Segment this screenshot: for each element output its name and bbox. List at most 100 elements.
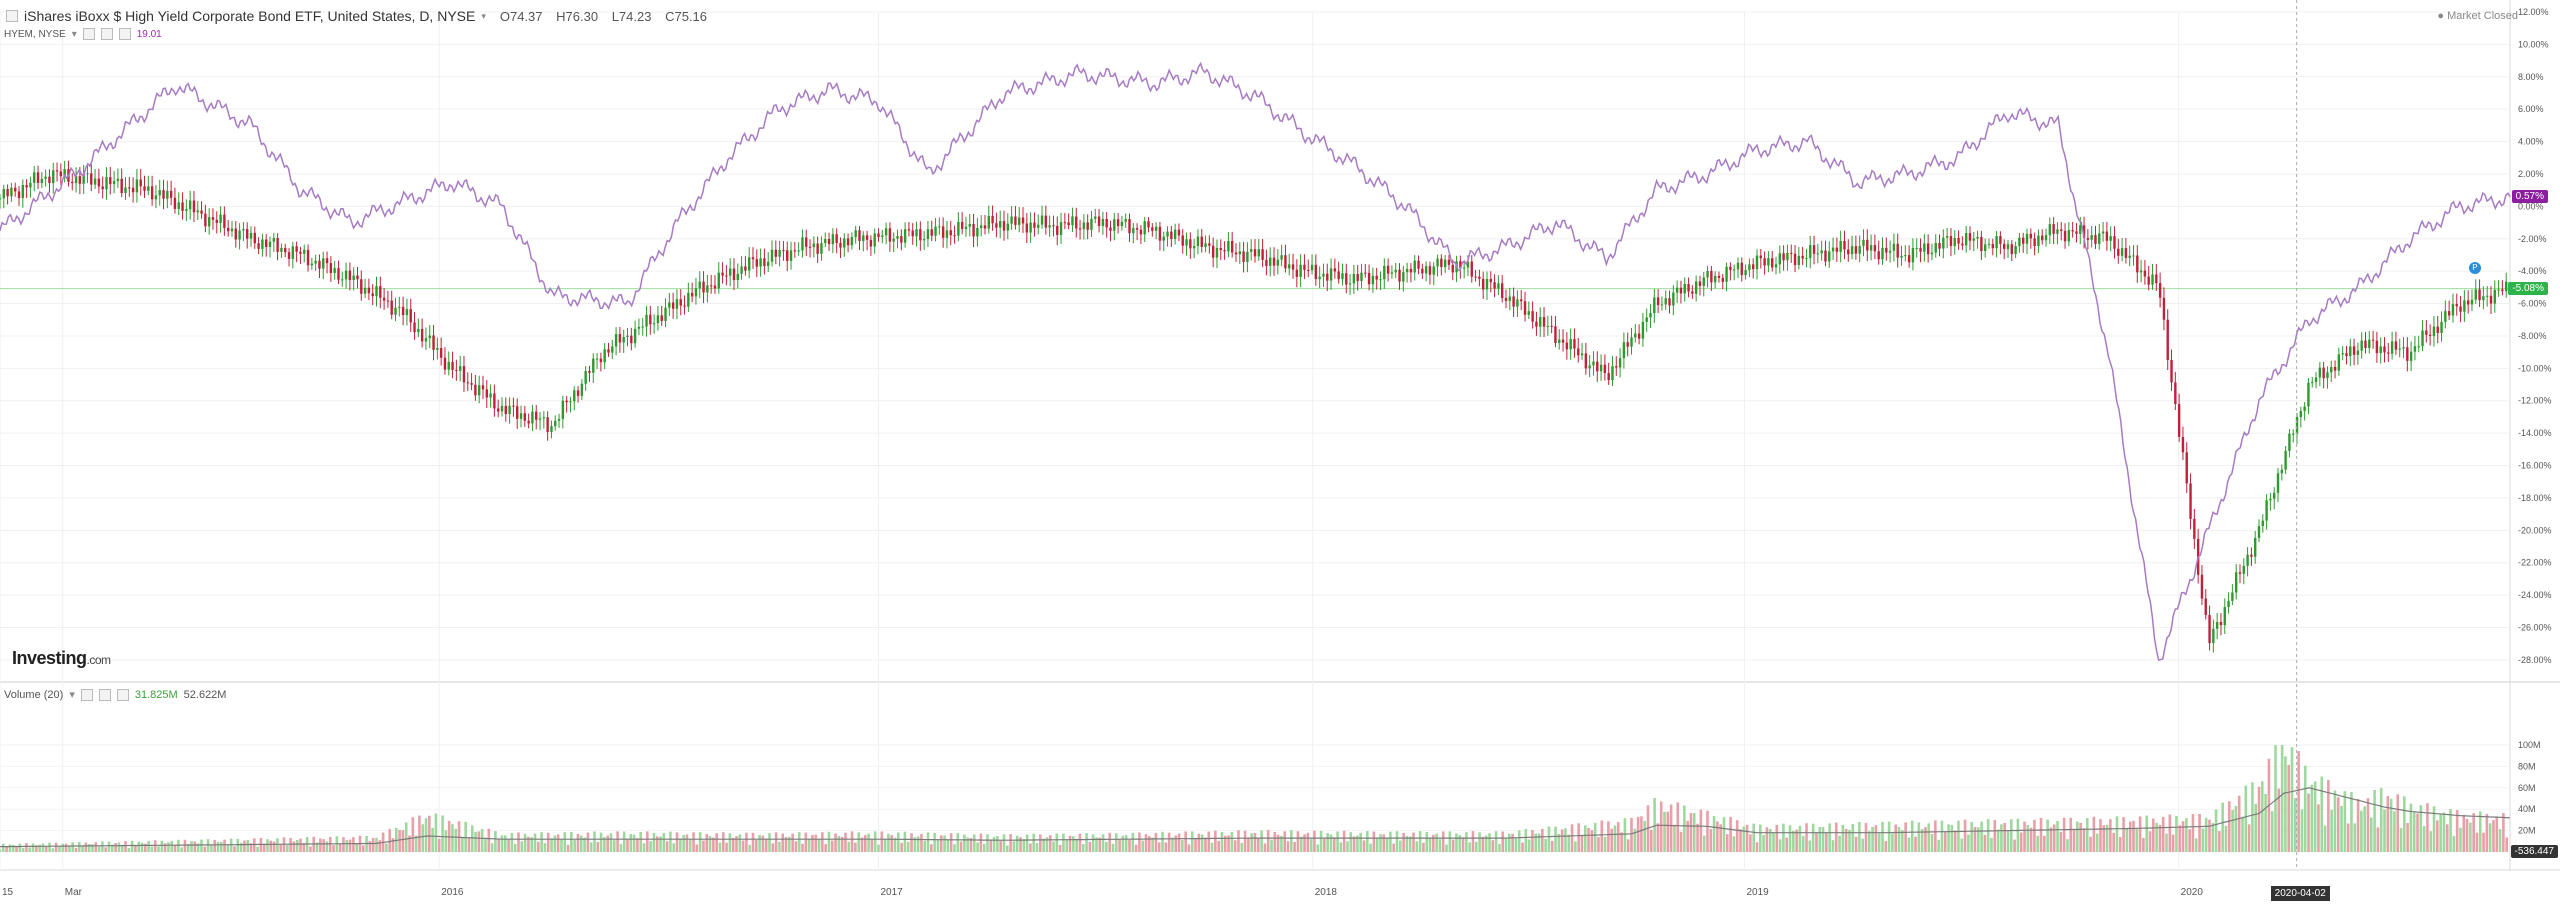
eye-icon[interactable]	[80, 688, 93, 701]
candle	[2417, 335, 2420, 353]
volume-bar	[979, 833, 983, 852]
volume-bar	[2016, 818, 2020, 852]
volume-bar	[84, 842, 88, 852]
candle-body	[1151, 227, 1154, 231]
candle-body	[2269, 498, 2272, 501]
volume-bar	[1491, 840, 1495, 852]
chevron-down-icon[interactable]: ▾	[71, 28, 77, 40]
volume-bar	[1484, 835, 1488, 852]
candle	[652, 314, 656, 334]
candle	[2466, 290, 2470, 314]
candle-body	[2280, 469, 2284, 474]
volume-bar	[662, 833, 666, 852]
candle-body	[960, 221, 964, 229]
candle-body	[333, 268, 336, 274]
volume-bar	[550, 838, 553, 852]
logo-text: Investing	[12, 648, 87, 668]
eye-icon[interactable]	[82, 28, 95, 40]
settings-icon[interactable]	[100, 28, 113, 40]
chevron-down-icon[interactable]: ▾	[69, 689, 75, 701]
volume-bar	[609, 833, 613, 852]
volume-bar	[375, 837, 378, 852]
candle-body	[1938, 242, 1941, 249]
volume-bar	[338, 843, 342, 852]
candle-body	[2322, 367, 2325, 379]
volume-bar	[332, 845, 335, 852]
close-icon[interactable]	[116, 688, 129, 701]
volume-bar	[1891, 833, 1894, 852]
volume-bar	[1960, 838, 1964, 852]
candle-body	[2124, 248, 2128, 258]
candle-body	[2425, 330, 2428, 335]
candle-body	[105, 177, 108, 190]
candle-body	[523, 413, 527, 421]
volume-bar	[2237, 795, 2241, 852]
candle-body	[1474, 276, 1477, 278]
volume-bar	[1039, 834, 1042, 852]
volume-bar	[289, 837, 292, 852]
collapse-icon[interactable]	[6, 10, 18, 22]
candle	[2428, 324, 2432, 346]
candle	[2474, 279, 2477, 304]
candle-body	[755, 259, 759, 267]
candle	[2014, 241, 2017, 259]
candle	[1151, 223, 1154, 237]
candle	[2029, 228, 2033, 249]
x-tick-label: 2016	[441, 887, 464, 898]
volume-bar	[2010, 819, 2013, 852]
volume-bar	[1910, 820, 1914, 852]
volume-bar	[2254, 803, 2257, 852]
candle-body	[1204, 243, 1207, 247]
volume-bar	[916, 836, 920, 852]
candle-body	[1949, 236, 1953, 247]
volume-bar	[1831, 840, 1835, 852]
volume-bar	[1676, 802, 1680, 852]
volume-bar	[1844, 828, 1848, 852]
volume-bar	[1679, 831, 1683, 852]
close-icon[interactable]	[118, 28, 131, 40]
candle	[2094, 225, 2097, 249]
volume-bar	[1990, 837, 1993, 852]
candle-body	[2261, 520, 2265, 527]
event-pin-icon[interactable]: P	[2468, 261, 2481, 274]
candle-body	[500, 405, 504, 412]
candle	[2459, 295, 2462, 323]
volume-bar	[1838, 835, 1841, 852]
volume-bar	[1415, 841, 1419, 852]
volume-bar	[1448, 831, 1452, 852]
settings-icon[interactable]	[98, 688, 111, 701]
candle	[253, 226, 257, 249]
volume-bar	[434, 813, 438, 852]
candle	[1154, 222, 1158, 240]
volume-bar	[2475, 832, 2479, 852]
candle-body	[2299, 410, 2303, 418]
volume-bar	[1375, 838, 1379, 852]
volume-bar	[702, 840, 705, 852]
volume-bar	[2211, 823, 2215, 852]
volume-bar	[1537, 833, 1541, 852]
candle	[1542, 307, 1546, 338]
volume-bar	[1828, 823, 1831, 852]
candle-body	[1326, 273, 1329, 281]
chevron-down-icon[interactable]: ▾	[481, 10, 486, 21]
candle	[443, 347, 447, 375]
candle-body	[1790, 252, 1793, 254]
candle	[1417, 255, 1420, 275]
volume-tick-label: 100M	[2518, 740, 2541, 750]
candle-body	[1687, 283, 1690, 292]
volume-bar	[1534, 833, 1538, 852]
volume-bar	[1352, 836, 1356, 852]
candle-body	[998, 221, 1002, 228]
volume-bar	[54, 842, 58, 852]
candle	[204, 204, 207, 233]
volume-bar	[2353, 823, 2357, 852]
candle	[1797, 247, 1801, 270]
candle	[862, 231, 865, 252]
candle	[2425, 320, 2428, 343]
candle	[120, 168, 123, 198]
candle	[1596, 351, 1599, 382]
volume-bar	[1438, 839, 1442, 852]
volume-bar	[2000, 824, 2003, 852]
candle	[2501, 280, 2504, 296]
candle-body	[535, 411, 538, 420]
